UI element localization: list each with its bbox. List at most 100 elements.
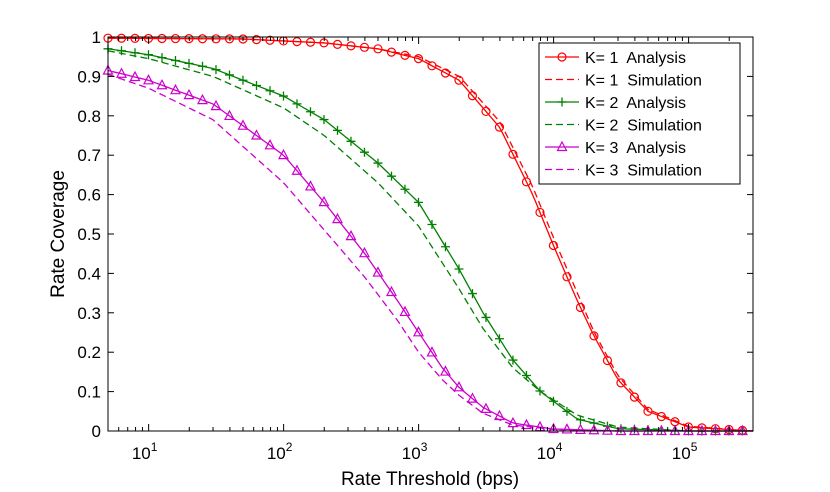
marker-plus (440, 242, 450, 252)
marker-triangle (183, 88, 195, 100)
marker-triangle (520, 418, 532, 430)
marker-plus (305, 107, 315, 117)
marker-plus (535, 386, 545, 396)
y-tick-label: 0 (92, 422, 101, 441)
marker-triangle (426, 346, 438, 357)
legend-entry: K= 2 Analysis (545, 95, 686, 112)
marker-triangle (250, 129, 262, 140)
marker-triangle (480, 402, 492, 414)
x-tick-label: 101 (132, 440, 158, 463)
legend-entry: K= 3 Simulation (545, 163, 702, 180)
marker-triangle (156, 78, 168, 90)
marker-triangle (601, 424, 613, 435)
marker-triangle (291, 164, 303, 175)
marker-plus (481, 312, 491, 322)
marker-triangle (561, 423, 573, 434)
marker-plus (157, 53, 167, 63)
y-tick-label: 0.8 (77, 107, 101, 126)
series-line (107, 37, 754, 432)
marker-circle (643, 406, 653, 416)
y-tick-label: 0.6 (77, 186, 101, 205)
series-line (107, 73, 753, 432)
marker-triangle (345, 229, 357, 241)
x-axis-label: Rate Threshold (bps) (341, 469, 519, 490)
marker-plus (548, 396, 558, 406)
legend-label: K= 2 Analysis (585, 95, 686, 112)
y-tick-label: 0.3 (77, 304, 101, 323)
marker-triangle (318, 195, 330, 207)
x-tick-label: 105 (672, 440, 698, 463)
marker-plus (508, 355, 518, 365)
marker-plus (386, 171, 396, 181)
marker-triangle (669, 424, 681, 436)
marker-plus (359, 147, 369, 157)
marker-plus (292, 99, 302, 109)
legend-label: K= 2 Simulation (585, 118, 702, 135)
marker-triangle (304, 180, 316, 191)
marker-triangle (210, 99, 222, 111)
legend-box (538, 42, 741, 185)
y-tick-label: 0.9 (77, 67, 101, 86)
marker-plus (400, 184, 410, 194)
marker-plus (521, 371, 531, 381)
marker-plus (557, 97, 567, 107)
marker-circle (184, 34, 194, 44)
marker-triangle (331, 212, 343, 224)
marker-triangle (372, 266, 384, 277)
marker-triangle (237, 119, 249, 130)
marker-triangle (277, 148, 289, 160)
marker-triangle (412, 326, 424, 337)
marker-plus (332, 125, 342, 135)
marker-circle (535, 207, 545, 218)
series-2 (107, 37, 754, 432)
marker-plus (494, 334, 504, 344)
y-tick-label: 0.2 (77, 343, 101, 362)
marker-triangle (453, 381, 465, 392)
x-tick-label: 104 (537, 440, 563, 463)
marker-circle (589, 331, 599, 341)
marker-triangle (264, 139, 276, 150)
marker-plus (211, 65, 221, 75)
marker-plus (251, 80, 261, 90)
legend-label: K= 3 Analysis (585, 140, 686, 157)
y-tick-label: 0.4 (77, 264, 101, 283)
y-axis-label: Rate Coverage (48, 170, 69, 298)
legend-label: K= 1 Simulation (585, 73, 702, 90)
marker-triangle (547, 422, 559, 434)
marker-triangle (696, 424, 708, 436)
marker-triangle (682, 424, 694, 436)
marker-plus (238, 75, 248, 85)
marker-circle (629, 392, 640, 402)
marker-plus (413, 197, 423, 207)
marker-triangle (439, 365, 451, 376)
marker-circle (413, 54, 424, 64)
marker-triangle (399, 305, 411, 317)
y-tick-label: 0.5 (77, 225, 101, 244)
marker-plus (467, 289, 477, 299)
series-line (107, 37, 754, 432)
marker-triangle (143, 74, 154, 85)
marker-plus (143, 50, 153, 60)
marker-triangle (588, 423, 600, 435)
marker-plus (197, 61, 207, 71)
marker-plus (562, 406, 572, 416)
marker-plus (265, 86, 275, 96)
marker-triangle (556, 140, 568, 152)
marker-triangle (574, 423, 586, 434)
y-tick-label: 0.1 (77, 383, 101, 402)
marker-plus (346, 136, 356, 146)
marker-plus (373, 158, 383, 168)
series-layer (102, 33, 754, 436)
marker-plus (319, 115, 329, 125)
series-line (107, 50, 753, 432)
legend-entry: K= 1 Analysis (545, 50, 686, 67)
x-tick-label: 103 (402, 440, 428, 463)
marker-triangle (723, 424, 735, 436)
marker-circle (494, 122, 505, 132)
marker-triangle (169, 83, 181, 95)
marker-plus (278, 91, 288, 101)
marker-plus (427, 220, 437, 230)
marker-triangle (615, 424, 627, 436)
marker-triangle (129, 70, 141, 82)
